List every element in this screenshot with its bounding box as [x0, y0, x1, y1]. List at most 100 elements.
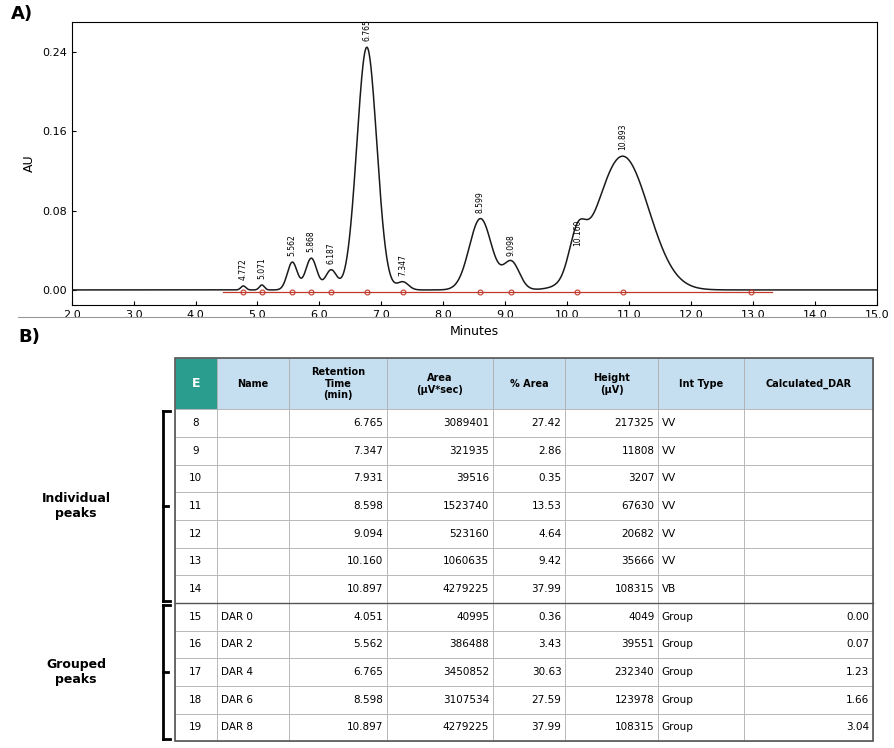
Text: 0.36: 0.36: [538, 612, 561, 622]
Text: 7.347: 7.347: [398, 254, 407, 276]
Text: 10.893: 10.893: [618, 123, 627, 150]
Text: 15: 15: [189, 612, 202, 622]
Text: 8.599: 8.599: [476, 191, 485, 212]
Text: 14: 14: [189, 584, 202, 594]
Text: 1523740: 1523740: [443, 501, 488, 511]
Text: 5.868: 5.868: [307, 230, 316, 252]
Text: 40995: 40995: [456, 612, 488, 622]
Text: 20682: 20682: [620, 529, 654, 539]
Text: 6.765: 6.765: [353, 418, 383, 428]
Text: 5.562: 5.562: [288, 234, 297, 257]
Text: 9.094: 9.094: [353, 529, 383, 539]
Text: DAR 6: DAR 6: [220, 695, 252, 705]
Text: 1060635: 1060635: [443, 557, 488, 566]
Text: 3450852: 3450852: [443, 667, 488, 677]
Text: 321935: 321935: [449, 446, 488, 456]
Text: VV: VV: [661, 473, 675, 483]
Text: 8.598: 8.598: [353, 695, 383, 705]
Text: 0.00: 0.00: [845, 612, 868, 622]
Text: E: E: [191, 377, 199, 390]
Text: VV: VV: [661, 557, 675, 566]
Text: 11808: 11808: [620, 446, 654, 456]
Text: Calculated_DAR: Calculated_DAR: [764, 378, 851, 389]
Text: 37.99: 37.99: [531, 584, 561, 594]
Text: 123978: 123978: [614, 695, 654, 705]
Text: 0.35: 0.35: [538, 473, 561, 483]
Text: 10.897: 10.897: [346, 723, 383, 732]
Text: 0.07: 0.07: [845, 640, 868, 649]
Text: 17: 17: [189, 667, 202, 677]
Text: 30.63: 30.63: [531, 667, 561, 677]
Text: 386488: 386488: [449, 640, 488, 649]
Text: Int Type: Int Type: [679, 378, 722, 389]
Text: 108315: 108315: [614, 584, 654, 594]
Text: 12: 12: [189, 529, 202, 539]
Text: 1.23: 1.23: [845, 667, 868, 677]
Text: 9.098: 9.098: [506, 234, 515, 257]
Text: 16: 16: [189, 640, 202, 649]
Text: 3.43: 3.43: [537, 640, 561, 649]
Text: VV: VV: [661, 446, 675, 456]
Text: Height
(μV): Height (μV): [593, 373, 629, 394]
Text: 10: 10: [189, 473, 202, 483]
Text: 7.931: 7.931: [353, 473, 383, 483]
Text: 3089401: 3089401: [443, 418, 488, 428]
Text: 8: 8: [192, 418, 198, 428]
Text: B): B): [18, 328, 39, 346]
Text: 6.765: 6.765: [362, 19, 371, 41]
Text: 3207: 3207: [628, 473, 654, 483]
Text: 9.42: 9.42: [537, 557, 561, 566]
Text: VV: VV: [661, 501, 675, 511]
Text: A): A): [12, 5, 33, 23]
Text: 27.42: 27.42: [531, 418, 561, 428]
Text: Group: Group: [661, 695, 693, 705]
Text: 4.772: 4.772: [239, 258, 248, 280]
Text: Area
(μV*sec): Area (μV*sec): [416, 373, 462, 394]
Text: 6.187: 6.187: [326, 242, 335, 264]
Text: 3107534: 3107534: [443, 695, 488, 705]
Text: Group: Group: [661, 640, 693, 649]
Text: Retention
Time
(min): Retention Time (min): [310, 367, 365, 400]
Text: 35666: 35666: [620, 557, 654, 566]
Text: 3.04: 3.04: [845, 723, 868, 732]
Text: 11: 11: [189, 501, 202, 511]
Text: Group: Group: [661, 723, 693, 732]
Text: Individual
peaks: Individual peaks: [41, 492, 111, 520]
Text: Name: Name: [237, 378, 268, 389]
Text: 9: 9: [192, 446, 198, 456]
Text: 10.160: 10.160: [346, 557, 383, 566]
Text: 19: 19: [189, 723, 202, 732]
Text: 108315: 108315: [614, 723, 654, 732]
Text: VV: VV: [661, 418, 675, 428]
Text: 4279225: 4279225: [443, 584, 488, 594]
Text: 5.562: 5.562: [353, 640, 383, 649]
Text: 13: 13: [189, 557, 202, 566]
Text: 39551: 39551: [620, 640, 654, 649]
Text: 13.53: 13.53: [531, 501, 561, 511]
Text: Group: Group: [661, 612, 693, 622]
Text: 6.765: 6.765: [353, 667, 383, 677]
Text: 67630: 67630: [620, 501, 654, 511]
Text: 37.99: 37.99: [531, 723, 561, 732]
Text: DAR 8: DAR 8: [220, 723, 252, 732]
Text: Group: Group: [661, 667, 693, 677]
Text: 10.160: 10.160: [572, 220, 581, 246]
X-axis label: Minutes: Minutes: [450, 325, 498, 338]
Text: 18: 18: [189, 695, 202, 705]
Text: 4279225: 4279225: [443, 723, 488, 732]
Text: 217325: 217325: [614, 418, 654, 428]
Text: 7.347: 7.347: [353, 446, 383, 456]
Y-axis label: AU: AU: [23, 155, 37, 173]
Text: 1.66: 1.66: [845, 695, 868, 705]
Text: 523160: 523160: [449, 529, 488, 539]
Text: DAR 4: DAR 4: [220, 667, 252, 677]
Text: DAR 2: DAR 2: [220, 640, 252, 649]
Text: 8.598: 8.598: [353, 501, 383, 511]
Text: 4049: 4049: [628, 612, 654, 622]
Text: 27.59: 27.59: [531, 695, 561, 705]
Text: 232340: 232340: [614, 667, 654, 677]
Text: Grouped
peaks: Grouped peaks: [46, 658, 106, 686]
Text: 2.86: 2.86: [537, 446, 561, 456]
Text: % Area: % Area: [509, 378, 548, 389]
Text: DAR 0: DAR 0: [220, 612, 252, 622]
